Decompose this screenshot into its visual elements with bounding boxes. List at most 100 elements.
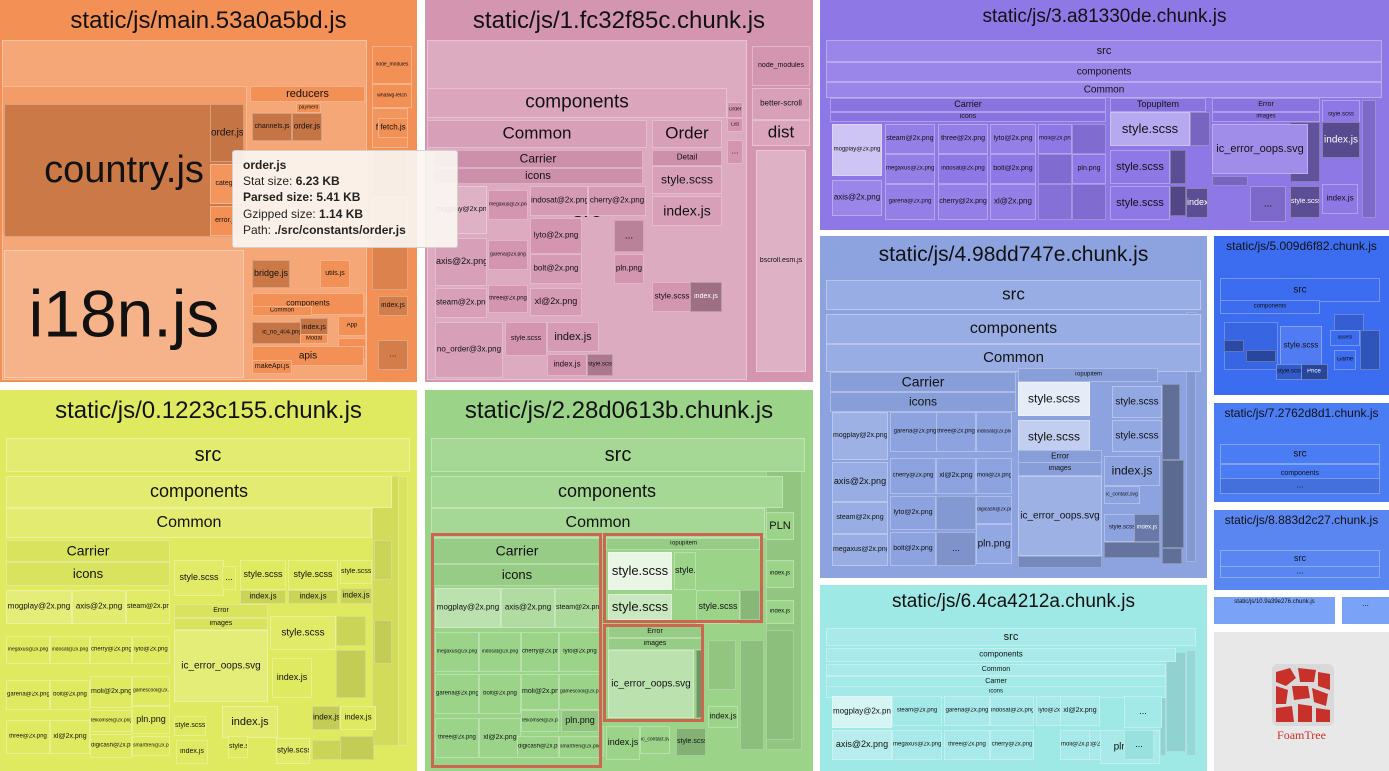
module-moli-2x-png[interactable]: moli@2x.png <box>521 674 559 710</box>
module-telkomsel-2x-png[interactable]: telkomsel@2x.png <box>90 710 132 732</box>
module-tile[interactable] <box>312 740 342 760</box>
module-index-js[interactable]: index.js <box>378 296 408 316</box>
module-megaxus-2x-png[interactable]: megaxus@2x.png <box>6 636 50 664</box>
module-tile[interactable] <box>766 630 794 740</box>
module-moli-2x-png[interactable]: moli@2x.png <box>90 676 132 708</box>
module-steam-2x-png[interactable]: steam@2x.png <box>885 124 935 154</box>
module-digicash-2x-png[interactable]: digicash@2x.png <box>90 734 132 758</box>
module-node-modules[interactable]: node_modules <box>372 46 412 84</box>
module-order[interactable]: Order <box>727 102 743 118</box>
module-i18n-js[interactable]: i18n.js <box>4 250 244 378</box>
module-index-js[interactable]: index.js <box>1104 456 1160 486</box>
module-style-scss[interactable]: style.scss <box>608 552 672 590</box>
module-country-js[interactable]: country.js <box>4 104 244 237</box>
module-garena-2x-png[interactable]: garena@2x.png <box>435 674 479 714</box>
module-steam-2x-png[interactable]: steam@2x.png <box>892 696 942 726</box>
module-src[interactable]: src <box>1220 278 1380 302</box>
module-indosat-2x-png[interactable]: indosat@2x.png <box>990 696 1034 726</box>
module-assets[interactable]: assets <box>1330 330 1360 346</box>
module-tile[interactable] <box>336 616 366 646</box>
module-src[interactable]: src <box>431 438 805 472</box>
module-axis-2x-png[interactable]: axis@2x.png <box>832 730 892 760</box>
module-[interactable]: ... <box>1124 730 1154 760</box>
module-channels-js[interactable]: channels.js <box>252 113 292 141</box>
module-cherry-2x-png[interactable]: cherry@2x.png <box>588 186 646 216</box>
module-icons[interactable]: icons <box>830 112 1106 122</box>
chunk-c4[interactable]: static/js/4.98dd747e.chunk.js src componen… <box>820 236 1207 578</box>
module-style-scss[interactable]: style.scss <box>228 736 248 758</box>
chunk-c8[interactable]: static/js/8.883d2c27.chunk.js src... <box>1214 510 1389 590</box>
module-index-js[interactable]: index.js <box>1322 184 1358 214</box>
module-three-2x-png[interactable]: three@2x.png <box>435 718 479 758</box>
module-indosat-2x-png[interactable]: indosat@2x.png <box>976 412 1012 452</box>
module-tile[interactable] <box>1212 176 1248 186</box>
module-ic-error-oops-svg[interactable]: ic_error_oops.svg <box>608 650 694 718</box>
module-tile[interactable] <box>1190 112 1210 146</box>
module-[interactable]: ... <box>222 566 236 590</box>
module-style-scss[interactable]: style.scss <box>676 728 706 756</box>
module-dist[interactable]: dist <box>752 120 810 146</box>
module-tile[interactable] <box>340 736 374 760</box>
chunk-c5[interactable]: static/js/5.009d6f82.chunk.js src componen… <box>1214 236 1389 395</box>
module-common[interactable]: Common <box>252 306 312 316</box>
module-index-js[interactable]: index.js <box>1322 122 1360 158</box>
module-modal[interactable]: Modal <box>300 334 328 344</box>
module-index-js[interactable]: index.js <box>1134 514 1160 542</box>
module-megaxus-2x-png[interactable]: megaxus@2x.png <box>885 154 935 184</box>
module-src[interactable]: src <box>826 280 1201 310</box>
module-tile[interactable] <box>740 590 760 620</box>
module-src[interactable]: src <box>1220 444 1380 464</box>
module-makeapi-js[interactable]: makeApi.js <box>252 360 292 374</box>
module-index-js[interactable]: index.js <box>547 354 587 376</box>
module-pln[interactable]: PLN <box>766 512 794 540</box>
module-gamescool-2x-png[interactable]: gamescool@2x.png <box>559 674 601 710</box>
module-style-scss[interactable]: style.scss <box>696 590 740 624</box>
module-tile[interactable] <box>1186 650 1196 756</box>
module-tile[interactable] <box>1246 350 1276 362</box>
chunk-c1[interactable]: static/js/1.fc32f85c.chunk.jssrccomponen… <box>425 0 813 382</box>
module-axis-2x-png[interactable]: axis@2x.png <box>832 180 882 216</box>
module-style-scss[interactable]: style.scss <box>652 282 692 312</box>
chunk-c3[interactable]: static/js/3.a81330de.chunk.js src componen… <box>820 0 1389 230</box>
module-carrier[interactable]: Carrier <box>830 98 1106 112</box>
module-cherry-2x-png[interactable]: cherry@2x.png <box>521 632 559 672</box>
chunk-c6[interactable]: static/js/6.4ca4212a.chunk.js src componen… <box>820 585 1207 771</box>
module-tile[interactable] <box>1162 548 1182 564</box>
module-index-js[interactable]: index.js <box>1186 188 1208 218</box>
module-indosat-2x-png[interactable]: indosat@2x.png <box>50 636 90 664</box>
module-garena-2x-png[interactable]: garena@2x.png <box>890 412 940 452</box>
module-style-scss[interactable]: style.scss <box>1110 186 1170 220</box>
module-mogplay-2x-png[interactable]: mogplay@2x.png <box>6 590 72 624</box>
module-indosat-2x-png[interactable]: indosat@2x.png <box>479 632 521 672</box>
module-tile[interactable] <box>1360 330 1380 370</box>
module-mogplay-2x-png[interactable]: mogplay@2x.png <box>832 696 892 728</box>
module-lyto-2x-png[interactable]: lyto@2x.png <box>132 636 170 664</box>
module-megaxus-2x-png[interactable]: megaxus@2x.png <box>892 730 942 760</box>
module-axis-2x-png[interactable]: axis@2x.png <box>832 462 888 502</box>
module-steam-2x-png[interactable]: steam@2x.png <box>126 590 170 624</box>
module-components[interactable]: components <box>1220 300 1320 314</box>
module-index-js[interactable]: index.js <box>690 282 722 312</box>
module-tile[interactable] <box>1224 322 1278 370</box>
module-index-js[interactable]: index.js <box>272 658 312 698</box>
module-style-scss[interactable]: style.scss <box>1110 112 1190 146</box>
module-components[interactable]: components <box>427 88 727 118</box>
module-gamescool-2x-png[interactable]: gamescool@2x.png <box>132 676 170 706</box>
module-node-modules[interactable]: node_modules <box>752 46 810 86</box>
module-style-scss[interactable]: style.scss <box>1018 420 1090 454</box>
module-lyto-2x-png[interactable]: lyto@2x.png <box>990 124 1036 154</box>
module-index-js[interactable]: index.js <box>708 706 738 728</box>
module-index-js[interactable]: index.js <box>606 726 640 760</box>
module-index-js[interactable]: index.js <box>288 590 338 604</box>
module-utils-js[interactable]: utils.js <box>320 260 350 288</box>
module-pln-png[interactable]: pln.png <box>614 254 644 284</box>
module-style-scss[interactable]: style.scss <box>1290 186 1320 218</box>
module-src[interactable]: src <box>826 628 1196 646</box>
module-images[interactable]: images <box>1018 462 1102 476</box>
module-list[interactable]: List <box>727 118 743 132</box>
module-style-scss[interactable]: style.scss <box>270 616 336 650</box>
module-tile[interactable] <box>1170 186 1186 216</box>
module-style-scss[interactable]: style.scss <box>1276 364 1302 380</box>
module-index-js[interactable]: index.js <box>222 706 278 738</box>
module-lyto-2x-png[interactable]: lyto@2x.png <box>890 496 936 530</box>
